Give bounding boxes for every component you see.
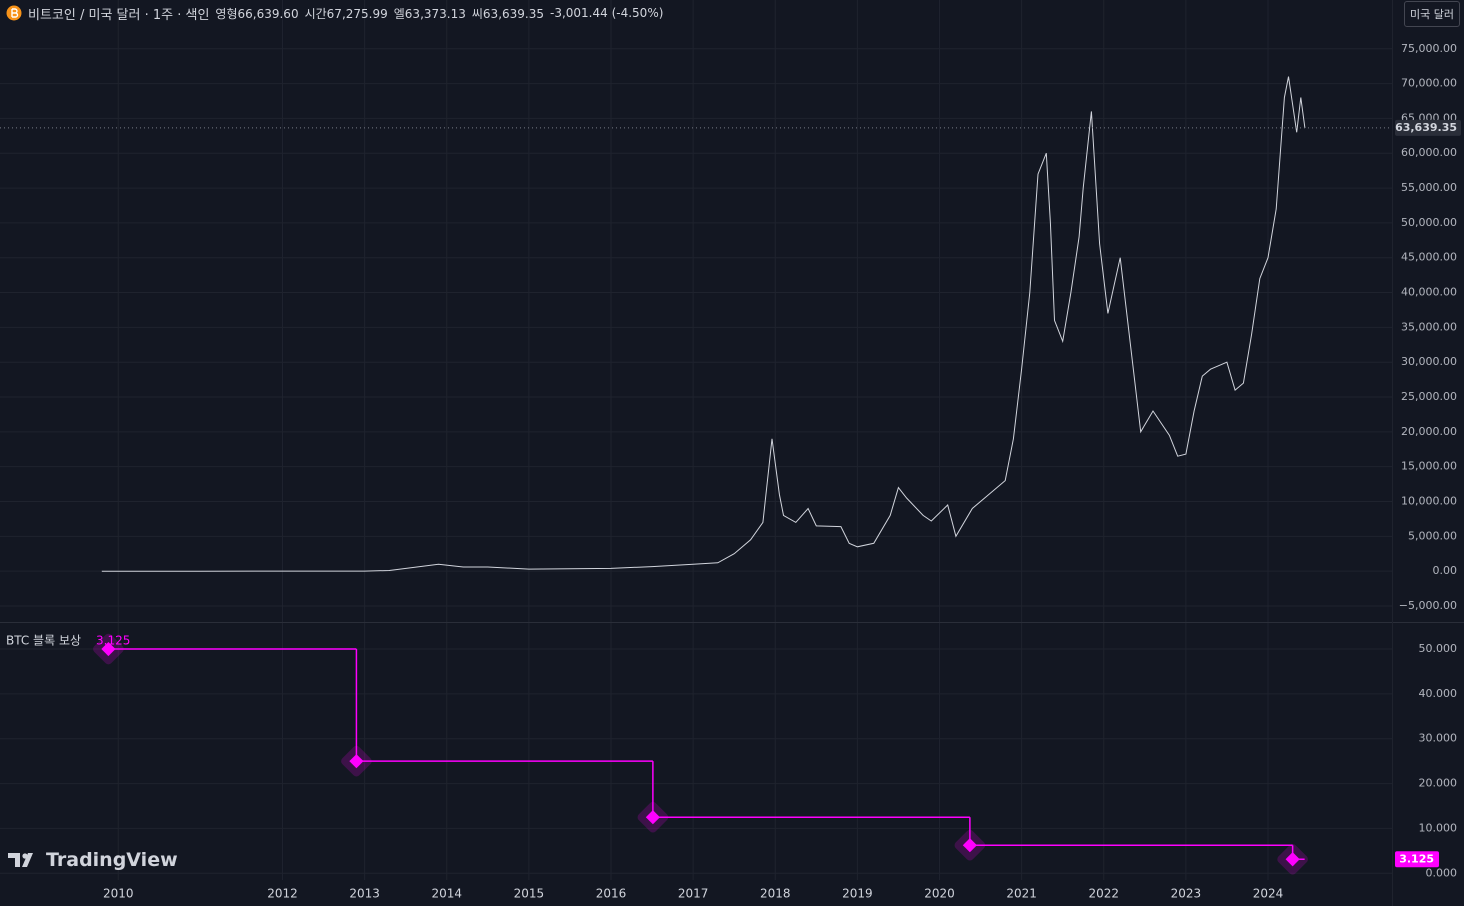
x-tick-label: 2024	[1253, 887, 1284, 901]
y-tick-label: 10.000	[1419, 821, 1458, 834]
x-tick-label: 2016	[596, 887, 627, 901]
y-tick-label: 0.00	[1433, 564, 1458, 577]
ohlc-label: 영형	[215, 6, 238, 21]
price-change: -3,001.44 (-4.50%)	[550, 6, 664, 20]
last-value-box	[1395, 851, 1439, 868]
y-tick-label: 50,000.00	[1401, 216, 1457, 229]
x-tick-label: 2017	[678, 887, 709, 901]
y-tick-label: 25,000.00	[1401, 390, 1457, 403]
y-tick-label: 75,000.00	[1401, 42, 1457, 55]
ohlc: 영형66,639.60	[215, 5, 298, 22]
currency-button[interactable]: 미국 달러	[1404, 1, 1460, 27]
ohlc-label: 씨	[471, 6, 483, 21]
price-line	[101, 76, 1306, 572]
ohlc: 시간67,275.99	[305, 5, 388, 22]
y-tick-label: 0.000	[1426, 866, 1458, 879]
tv-logo	[8, 853, 33, 867]
ohlc: 엘63,373.13	[394, 5, 466, 22]
y-tick-label: 10,000.00	[1401, 495, 1457, 508]
ohlc: 씨63,639.35	[472, 5, 544, 22]
ohlc-label: 시간	[304, 6, 327, 21]
marker	[645, 810, 660, 825]
marker	[1285, 852, 1300, 867]
x-tick-label: 2023	[1171, 887, 1202, 901]
y-tick-label: 40,000.00	[1401, 286, 1457, 299]
x-tick-label: 2010	[103, 887, 134, 901]
last-value-label: 3.125	[1399, 852, 1434, 865]
ohlc-value: 63,373.13	[404, 6, 466, 21]
y-tick-label: 50.000	[1419, 642, 1458, 655]
symbol-title[interactable]: 비트코인 / 미국 달러 · 1주 · 색인	[28, 7, 210, 23]
ohlc-value: 66,639.60	[237, 6, 299, 21]
x-tick-label: 2021	[1006, 887, 1037, 901]
x-tick-label: 2014	[431, 887, 462, 901]
x-tick-label: 2018	[760, 887, 791, 901]
x-tick-label: 2012	[267, 887, 298, 901]
ohlc-label: 엘	[393, 6, 405, 21]
y-tick-label: 5,000.00	[1408, 529, 1457, 542]
last-price-label: 63,639.35	[1395, 121, 1457, 134]
x-tick-label: 2020	[924, 887, 955, 901]
y-tick-label: 60,000.00	[1401, 146, 1457, 159]
y-tick-label: 30,000.00	[1401, 355, 1457, 368]
y-tick-label: −5,000.00	[1399, 599, 1457, 612]
x-tick-label: 2013	[349, 887, 380, 901]
y-tick-label: 20,000.00	[1401, 425, 1457, 438]
x-tick-label: 2015	[514, 887, 545, 901]
watermark-text: TradingView	[46, 849, 178, 871]
legend-header: 비트코인 / 미국 달러 · 1주 · 색인 영형66,639.60 시간67,…	[6, 4, 664, 23]
y-tick-label: 20.000	[1419, 777, 1458, 790]
btc-icon	[6, 5, 22, 21]
last-price-box	[1395, 119, 1461, 136]
ohlc-value: 63,639.35	[482, 6, 544, 21]
y-tick-label: 30.000	[1419, 732, 1458, 745]
grid	[0, 0, 1392, 880]
y-tick-label: 40.000	[1419, 687, 1458, 700]
y-tick-label: 15,000.00	[1401, 460, 1457, 473]
x-tick-label: 2022	[1088, 887, 1119, 901]
marker	[962, 838, 977, 853]
y-tick-label: 45,000.00	[1401, 251, 1457, 264]
y-tick-label: 70,000.00	[1401, 77, 1457, 90]
y-tick-label: 35,000.00	[1401, 320, 1457, 333]
x-tick-label: 2019	[842, 887, 873, 901]
marker	[101, 641, 116, 657]
indicator-value: 3.125	[96, 634, 130, 648]
y-tick-label: 55,000.00	[1401, 181, 1457, 194]
indicator-title: BTC 블록 보상	[6, 634, 81, 648]
watermark: TradingView	[8, 849, 178, 871]
ohlc-value: 67,275.99	[326, 6, 388, 21]
marker	[349, 754, 364, 769]
